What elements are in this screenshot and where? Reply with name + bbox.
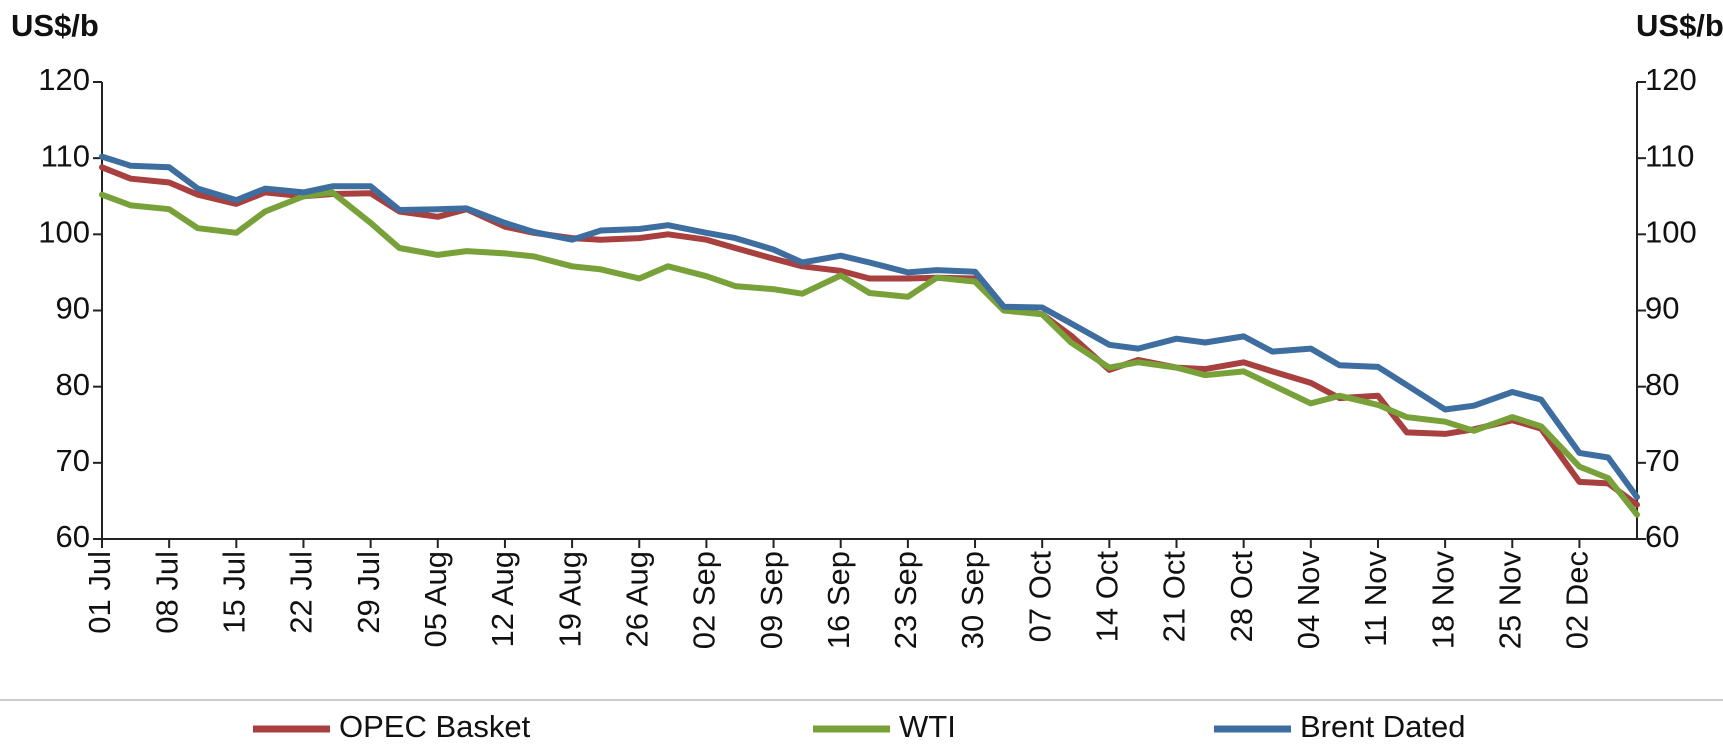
y2-tick-label: 70 — [1645, 443, 1679, 478]
legend-label: Brent Dated — [1300, 709, 1465, 744]
x-tick-label: 28 Oct — [1224, 551, 1259, 643]
legend-label: OPEC Basket — [339, 709, 531, 744]
y2-tick-label: 100 — [1645, 215, 1697, 250]
y-tick-label: 110 — [41, 138, 90, 173]
x-tick-label: 09 Sep — [754, 551, 789, 649]
y2-tick-label: 80 — [1645, 367, 1679, 402]
x-tick-label: 26 Aug — [619, 551, 654, 648]
x-tick-label: 14 Oct — [1090, 551, 1125, 643]
x-tick-label: 11 Nov — [1358, 551, 1393, 647]
series-line — [99, 153, 1640, 501]
y2-tick-label: 110 — [1645, 138, 1694, 173]
y-tick-label: 100 — [38, 215, 90, 250]
y-tick-label: 90 — [56, 291, 90, 326]
x-tick-label: 23 Sep — [888, 551, 923, 649]
x-tick-label: 22 Jul — [284, 551, 319, 634]
x-tick-label: 12 Aug — [485, 551, 520, 648]
x-tick-label: 05 Aug — [418, 551, 453, 648]
legend-label: WTI — [899, 709, 956, 744]
y-tick-label: 70 — [56, 443, 90, 478]
y-axis-title: US$/b — [11, 8, 99, 43]
x-tick-label: 02 Dec — [1560, 551, 1595, 649]
x-tick-label: 25 Nov — [1492, 551, 1527, 650]
x-tick-label: 15 Jul — [217, 551, 252, 634]
x-tick-label: 16 Sep — [821, 551, 856, 649]
series-line — [99, 164, 1640, 508]
y2-tick-label: 120 — [1645, 62, 1697, 97]
x-tick-label: 07 Oct — [1022, 551, 1057, 643]
x-tick-label: 01 Jul — [82, 551, 117, 634]
y-tick-label: 80 — [56, 367, 90, 402]
x-tick-label: 29 Jul — [351, 551, 386, 634]
x-tick-label: 02 Sep — [687, 551, 722, 649]
x-tick-label: 04 Nov — [1291, 551, 1326, 650]
y2-tick-label: 90 — [1645, 291, 1679, 326]
y2-axis-title: US$/b — [1636, 8, 1723, 43]
x-tick-label: 19 Aug — [552, 551, 587, 648]
series-line — [99, 189, 1640, 518]
x-tick-label: 21 Oct — [1157, 551, 1192, 643]
y2-tick-label: 60 — [1645, 519, 1679, 554]
x-tick-label: 08 Jul — [149, 551, 184, 634]
y-tick-label: 60 — [56, 519, 90, 554]
x-tick-label: 18 Nov — [1425, 551, 1460, 650]
x-tick-label: 30 Sep — [955, 551, 990, 649]
y-tick-label: 120 — [38, 62, 90, 97]
